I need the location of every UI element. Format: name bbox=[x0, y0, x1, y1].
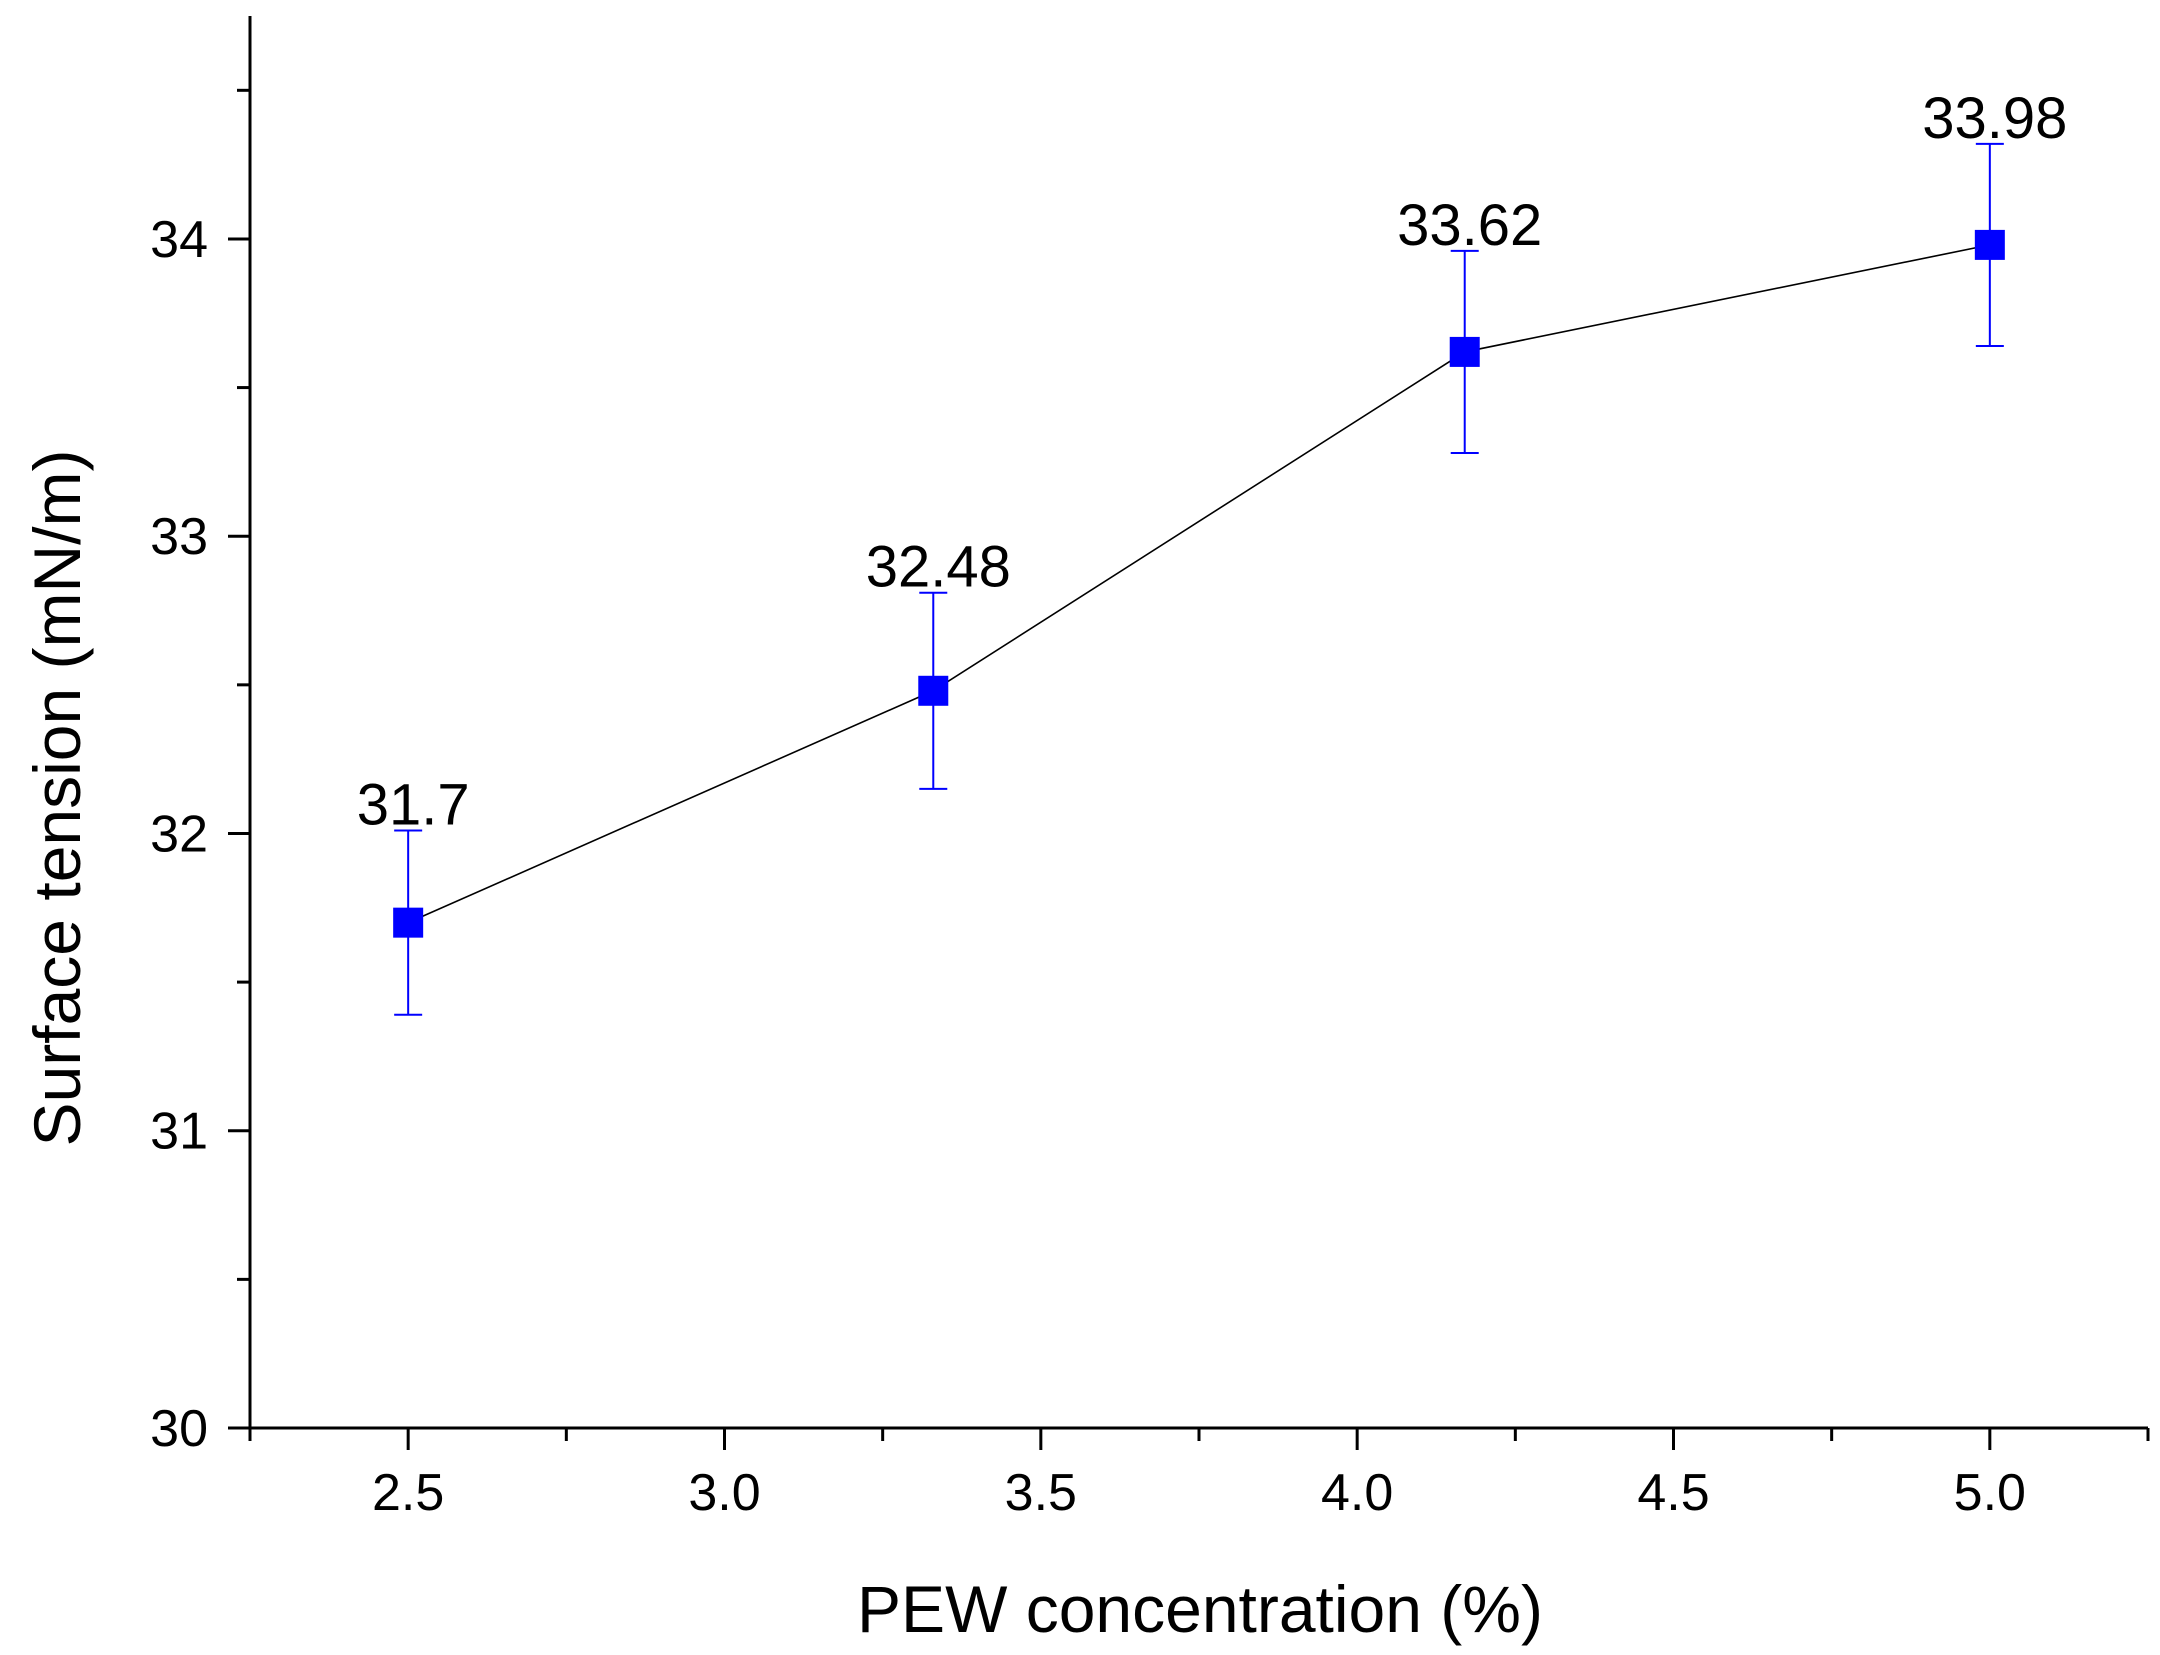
x-tick-label: 2.5 bbox=[372, 1464, 444, 1522]
y-tick-label: 32 bbox=[150, 805, 208, 863]
data-point-marker bbox=[918, 675, 949, 706]
x-tick-label: 4.0 bbox=[1321, 1464, 1393, 1522]
y-tick-label: 30 bbox=[150, 1400, 208, 1458]
y-axis-title: Surface tension (mN/m) bbox=[20, 450, 94, 1147]
y-tick-label: 33 bbox=[150, 508, 208, 566]
y-tick-label: 31 bbox=[150, 1103, 208, 1161]
data-value-label: 31.7 bbox=[357, 773, 470, 838]
ticks: 2.5 3.0 3.5 4.0 4.5 5.0 30 31 32 33 34 bbox=[150, 88, 2150, 1522]
data-point-marker bbox=[393, 907, 424, 938]
x-tick-label: 3.5 bbox=[1005, 1464, 1077, 1522]
markers bbox=[393, 229, 2005, 938]
series-line bbox=[407, 244, 1990, 924]
data-point-marker bbox=[1974, 229, 2005, 260]
data-value-label: 33.98 bbox=[1922, 86, 2067, 151]
x-tick-label: 5.0 bbox=[1954, 1464, 2026, 1522]
series-line-group bbox=[407, 244, 1990, 924]
axes bbox=[248, 16, 2148, 1430]
data-point-marker bbox=[1449, 336, 1480, 367]
data-labels: 31.7 32.48 33.62 33.98 bbox=[357, 86, 2068, 838]
errorbars bbox=[394, 142, 2004, 1016]
data-value-label: 33.62 bbox=[1397, 193, 1542, 258]
x-axis-title: PEW concentration (%) bbox=[857, 1572, 1543, 1646]
x-tick-label: 4.5 bbox=[1637, 1464, 1709, 1522]
x-tick-label: 3.0 bbox=[688, 1464, 760, 1522]
y-tick-label: 34 bbox=[150, 211, 208, 269]
data-value-label: 32.48 bbox=[866, 535, 1011, 600]
